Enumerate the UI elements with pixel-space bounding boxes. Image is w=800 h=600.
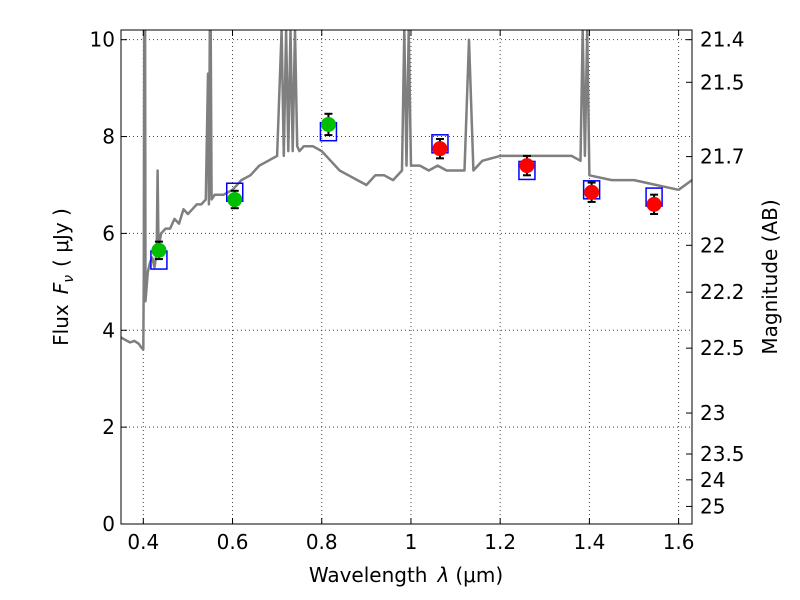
x-tick-label: 1.2	[484, 530, 516, 554]
y2-tick-label: 24	[700, 468, 725, 492]
y-tick-label: 10	[90, 28, 115, 52]
x-tick-label: 0.4	[127, 530, 159, 554]
y-tick-label: 0	[102, 512, 115, 536]
y2-tick-label: 23	[700, 401, 725, 425]
y-axis-label: Flux Fν ( μJy )	[49, 208, 77, 346]
plot-frame	[120, 29, 693, 525]
x-axis-label: Wavelength λ (μm)	[309, 563, 503, 587]
x-tick-label: 1	[405, 530, 418, 554]
y2-tick-label: 22.5	[700, 336, 745, 360]
photometry-points	[150, 112, 663, 270]
y-tick-label: 6	[102, 221, 115, 245]
observed-point-green	[320, 116, 336, 132]
y-axis-label-unit: ( μJy )	[49, 208, 73, 267]
y2-tick-label: 21.7	[700, 145, 745, 169]
observed-point-green	[227, 192, 243, 208]
y2-tick-label: 25	[700, 494, 725, 518]
observed-point-red	[519, 158, 535, 174]
y-tick-label: 2	[102, 415, 115, 439]
y-tick-label: 4	[102, 318, 115, 342]
observed-point-red	[646, 196, 662, 212]
y-axis-label-subscript: ν	[61, 275, 77, 283]
observed-point-red	[432, 141, 448, 157]
y2-axis-label: Magnitude (AB)	[758, 199, 782, 354]
observed-point-red	[584, 184, 600, 200]
x-axis-label-text: Wavelength	[309, 563, 428, 587]
x-tick-label: 0.8	[306, 530, 338, 554]
spectrum-line	[121, 30, 692, 351]
y-axis-label-symbol: F	[49, 282, 73, 294]
spectrum-series	[121, 30, 692, 351]
y-axis-label-text: Flux	[49, 304, 73, 346]
x-axis-label-symbol: λ	[437, 563, 450, 587]
y2-tick-label: 21.5	[700, 70, 745, 94]
observed-point-green	[151, 242, 167, 258]
x-tick-label: 1.6	[663, 530, 695, 554]
y2-tick-label: 22.2	[700, 280, 745, 304]
y2-tick-label: 21.4	[700, 28, 745, 52]
y2-tick-label: 22	[700, 233, 725, 257]
y-tick-label: 8	[102, 125, 115, 149]
x-tick-label: 0.6	[217, 530, 249, 554]
x-axis-label-unit: (μm)	[455, 563, 503, 587]
x-tick-label: 1.4	[573, 530, 605, 554]
y2-tick-label: 23.5	[700, 442, 745, 466]
